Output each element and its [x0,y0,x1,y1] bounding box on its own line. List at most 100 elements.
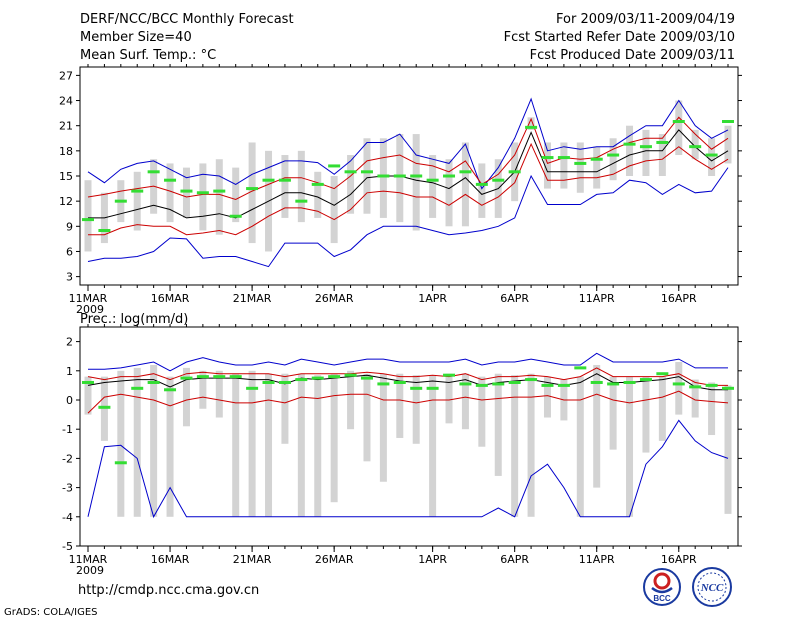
spread-bar [166,163,174,223]
spread-bar [576,142,584,193]
spread-bar [511,375,519,517]
spread-bar [593,364,601,488]
median-mark [541,383,554,387]
x-tick-label: 16MAR [151,292,190,305]
spread-bar [642,376,650,453]
spread-bar [658,134,666,176]
source-url[interactable]: http://cmdp.ncc.cma.gov.cn [78,583,260,598]
spread-bar [461,373,469,430]
median-mark [525,378,538,382]
spread-bar [609,376,617,450]
median-mark [443,373,456,377]
spread-bar [445,159,453,227]
x-tick-label: 11APR [579,292,615,305]
spread-bar [724,125,732,164]
median-mark [164,178,177,182]
spread-bar [297,373,305,517]
spread-bar [708,382,716,436]
median-mark [360,170,373,174]
median-mark [656,140,669,144]
y-tick-label: -2 [62,452,73,465]
y-tick-label: -5 [62,540,73,553]
spread-bar [248,142,256,244]
chart-title: DERF/NCC/BCC Monthly Forecast [80,12,294,27]
median-mark [213,189,226,193]
produced-date: Fcst Produced Date 2009/03/11 [529,48,735,63]
spread-bar [658,376,666,441]
median-mark [705,153,718,157]
series-line-lower [88,142,729,236]
median-mark [82,380,94,384]
median-mark [344,170,357,174]
spread-bar [84,180,92,252]
median-mark [82,218,94,222]
median-mark [459,382,472,386]
median-mark [607,382,620,386]
median-mark [656,372,669,376]
spread-bar [215,159,223,235]
median-mark [229,214,242,218]
y-tick-label: 0 [66,394,73,407]
spread-bar [412,375,420,444]
series-line-min [87,419,729,519]
grads-credit: GrADS: COLA/IGES [4,607,98,618]
spread-bar [527,373,535,517]
spread-bar [84,376,92,415]
spread-bar [133,367,141,517]
plot-frame [79,66,739,286]
median-mark [246,187,259,191]
median-mark [590,380,603,384]
bcc-logo-wave-icon [651,586,673,594]
median-mark [311,182,324,186]
median-mark [131,386,144,390]
median-mark [164,388,177,392]
median-mark [196,191,209,195]
median-mark [180,189,193,193]
median-mark [623,380,636,384]
bcc-logo-swirl-icon [653,572,671,590]
median-mark [213,375,226,379]
member-size-label: Member Size=40 [80,30,192,45]
median-mark [377,382,390,386]
variable-label: Mean Surf. Temp.: °C [80,48,217,63]
median-mark [131,189,144,193]
median-mark [98,405,111,409]
y-tick-label: -3 [62,482,73,495]
series-line-max [88,352,728,372]
spread-bar [232,167,240,223]
median-mark [410,386,423,390]
ncc-logo-globe-icon [697,572,727,602]
x-tick-year: 2009 [76,564,104,577]
y-tick-label: 24 [59,95,73,108]
median-mark [262,380,275,384]
median-mark [459,170,472,174]
median-mark [492,382,505,386]
ncc-logo-ring [692,567,732,607]
median-mark [541,156,554,160]
median-mark [590,157,603,161]
median-mark [672,120,685,123]
spread-bar [133,171,141,231]
spread-bar [396,134,404,223]
x-tick-label: 26MAR [315,292,354,305]
spread-bar [215,370,223,418]
spread-bar [429,375,437,517]
y-tick-label: 21 [59,120,73,133]
bcc-logo-text: BCC [653,594,671,603]
spread-bar [314,171,322,218]
spread-bar [626,376,634,517]
y-tick-label: -4 [62,511,73,524]
spread-bar [675,100,683,156]
series-line-lower [87,390,729,414]
spread-bar [478,376,486,447]
x-tick-label: 21MAR [233,292,272,305]
spread-bar [724,385,732,514]
plot-frame [79,326,739,547]
median-mark [508,170,521,174]
series-line-mean [87,373,728,391]
median-mark [278,178,291,182]
x-tick-label: 6APR [500,553,529,566]
median-mark [574,366,587,370]
spread-bar [199,163,207,231]
